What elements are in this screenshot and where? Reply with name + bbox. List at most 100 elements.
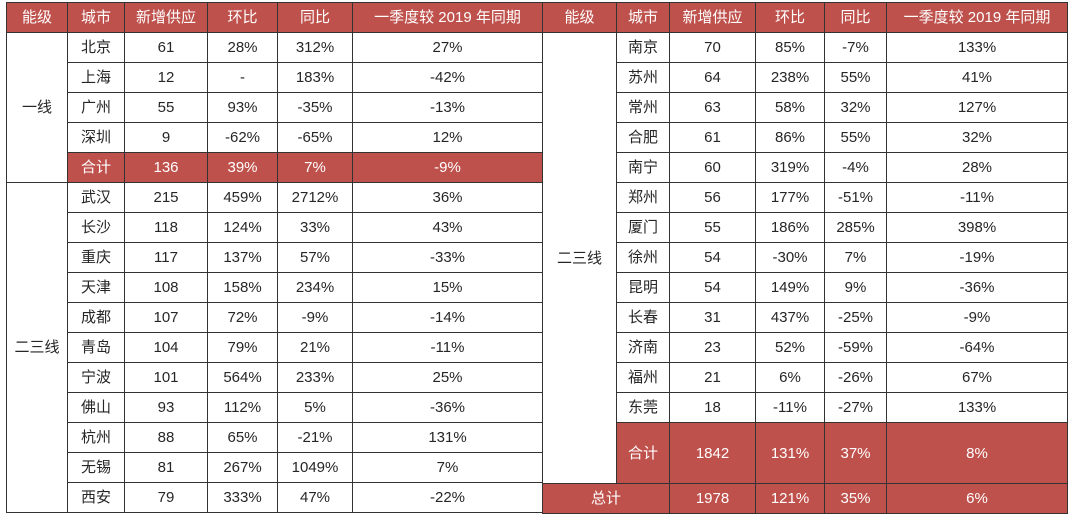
tier-cell: 二三线 (542, 32, 617, 484)
value-cell: 61 (124, 32, 208, 63)
value-cell: 7% (352, 452, 543, 483)
city-cell: 合肥 (616, 122, 670, 153)
column-header: 一季度较 2019 年同期 (352, 2, 543, 33)
value-cell: 101 (124, 362, 208, 393)
value-cell: - (207, 62, 278, 93)
value-cell: 79 (124, 482, 208, 513)
value-cell: 88 (124, 422, 208, 453)
city-cell: 天津 (67, 272, 125, 303)
value-cell: 39% (207, 152, 278, 183)
column-header: 环比 (207, 2, 278, 33)
value-cell: 32% (886, 122, 1068, 153)
city-cell: 深圳 (67, 122, 125, 153)
value-cell: 127% (886, 92, 1068, 123)
value-cell: 85% (755, 32, 825, 63)
city-cell: 青岛 (67, 332, 125, 363)
city-cell: 北京 (67, 32, 125, 63)
value-cell: 21 (669, 362, 756, 393)
value-cell: 238% (755, 62, 825, 93)
value-cell: -27% (824, 392, 887, 423)
value-cell: 28% (207, 32, 278, 63)
value-cell: 41% (886, 62, 1068, 93)
value-cell: -59% (824, 332, 887, 363)
table-row: 东莞 18 -11% -27% 133% (543, 392, 1068, 423)
table-row: 重庆 117 137% 57% -33% (7, 242, 543, 273)
city-cell: 郑州 (616, 182, 670, 213)
value-cell: 186% (755, 212, 825, 243)
city-cell: 广州 (67, 92, 125, 123)
value-cell: -9% (277, 302, 353, 333)
value-cell: -64% (886, 332, 1068, 363)
value-cell: 21% (277, 332, 353, 363)
city-cell: 宁波 (67, 362, 125, 393)
supply-table-left: 能级 城市 新增供应 环比 同比 一季度较 2019 年同期 一线 北京 61 28% 312% 27… (6, 2, 543, 513)
subtotal-label: 合计 (616, 422, 670, 484)
value-cell: 37% (824, 422, 887, 484)
table-row: 天津 108 158% 234% 15% (7, 272, 543, 303)
value-cell: 43% (352, 212, 543, 243)
value-cell: -7% (824, 32, 887, 63)
value-cell: 437% (755, 302, 825, 333)
value-cell: 72% (207, 302, 278, 333)
table-row: 苏州 64 238% 55% 41% (543, 62, 1068, 93)
value-cell: -36% (352, 392, 543, 423)
value-cell: 15% (352, 272, 543, 303)
value-cell: 333% (207, 482, 278, 513)
value-cell: -51% (824, 182, 887, 213)
value-cell: 137% (207, 242, 278, 273)
value-cell: 564% (207, 362, 278, 393)
value-cell: 70 (669, 32, 756, 63)
value-cell: -62% (207, 122, 278, 153)
city-cell: 重庆 (67, 242, 125, 273)
table-row: 宁波 101 564% 233% 25% (7, 362, 543, 393)
city-cell: 福州 (616, 362, 670, 393)
city-cell: 苏州 (616, 62, 670, 93)
value-cell: 124% (207, 212, 278, 243)
value-cell: 27% (352, 32, 543, 63)
value-cell: -33% (352, 242, 543, 273)
table-row: 佛山 93 112% 5% -36% (7, 392, 543, 423)
value-cell: 7% (277, 152, 353, 183)
value-cell: 63 (669, 92, 756, 123)
value-cell: 36% (352, 182, 543, 213)
table-row: 济南 23 52% -59% -64% (543, 332, 1068, 363)
column-header: 同比 (824, 2, 887, 33)
table-row: 常州 63 58% 32% 127% (543, 92, 1068, 123)
value-cell: -13% (352, 92, 543, 123)
value-cell: 215 (124, 182, 208, 213)
value-cell: -22% (352, 482, 543, 513)
table-row: 上海 12-183% -42% (7, 62, 543, 93)
value-cell: 52% (755, 332, 825, 363)
table-row: 青岛 104 79% 21% -11% (7, 332, 543, 363)
table-row: 成都 107 72% -9% -14% (7, 302, 543, 333)
value-cell: 9 (124, 122, 208, 153)
value-cell: 55% (824, 62, 887, 93)
value-cell: 285% (824, 212, 887, 243)
value-cell: 312% (277, 32, 353, 63)
table-row: 无锡 81 267% 1049% 7% (7, 452, 543, 483)
value-cell: -9% (352, 152, 543, 183)
value-cell: 8% (886, 422, 1068, 484)
table-row: 福州 21 6% -26% 67% (543, 362, 1068, 393)
value-cell: -14% (352, 302, 543, 333)
value-cell: 459% (207, 182, 278, 213)
table-row: 深圳 9 -62% -65% 12% (7, 122, 543, 153)
value-cell: 55 (669, 212, 756, 243)
value-cell: -21% (277, 422, 353, 453)
value-cell: -65% (277, 122, 353, 153)
value-cell: 86% (755, 122, 825, 153)
table-row: 南宁 60 319% -4% 28% (543, 152, 1068, 183)
value-cell: 65% (207, 422, 278, 453)
value-cell: 54 (669, 242, 756, 273)
value-cell: 61 (669, 122, 756, 153)
value-cell: 6% (755, 362, 825, 393)
value-cell: 177% (755, 182, 825, 213)
value-cell: 133% (886, 392, 1068, 423)
value-cell: 32% (824, 92, 887, 123)
table-row: 厦门 55 186% 285% 398% (543, 212, 1068, 243)
grand-row: 总计 1978 121% 35% 6% (542, 483, 1068, 514)
city-cell: 长春 (616, 302, 670, 333)
value-cell: 79% (207, 332, 278, 363)
value-cell: 31 (669, 302, 756, 333)
